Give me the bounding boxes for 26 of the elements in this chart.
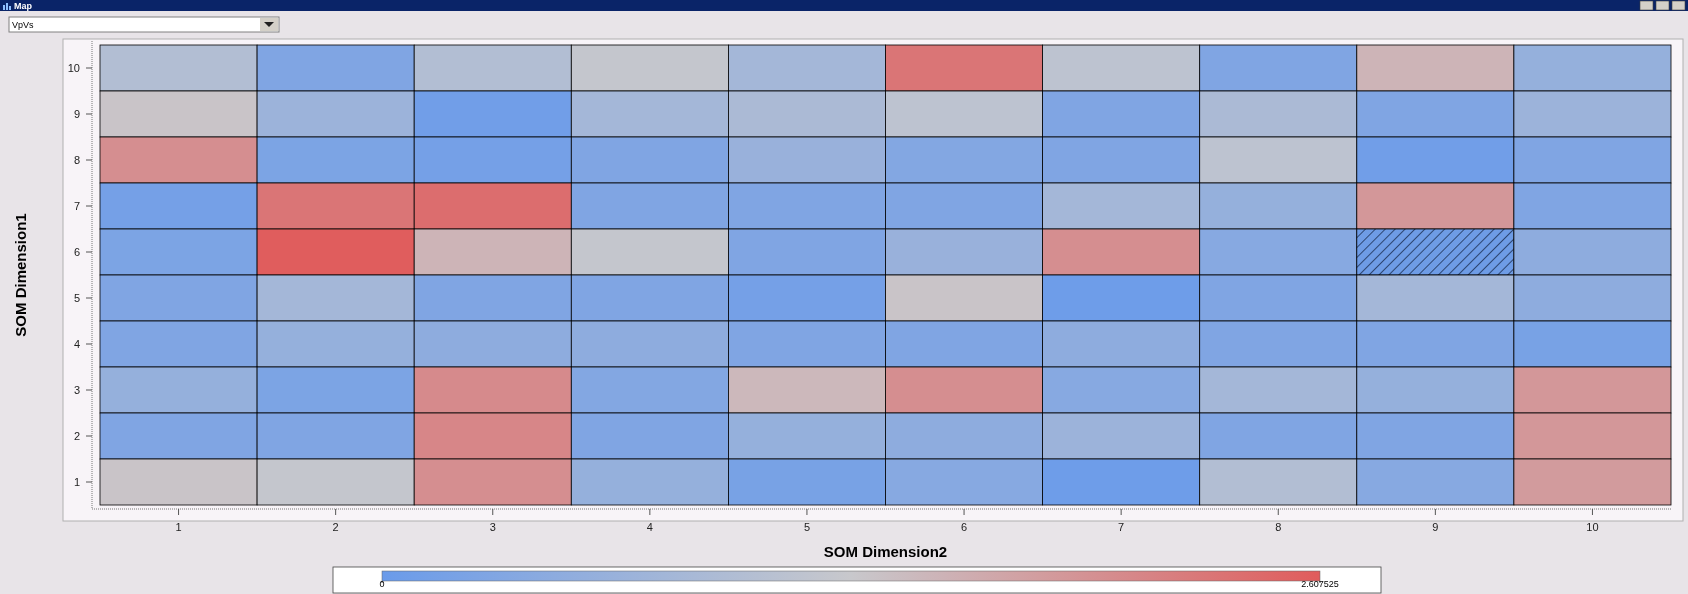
y-tick-label: 10 (67, 62, 80, 74)
color-bar-label: 0 (379, 579, 385, 589)
y-tick-label: 7 (73, 200, 80, 212)
x-tick-label: 8 (1275, 521, 1282, 533)
x-tick-label: 4 (646, 521, 653, 533)
text: Map (14, 1, 33, 11)
x-tick-label: 9 (1432, 521, 1439, 533)
x-axis-title: SOM Dimension2 (823, 543, 948, 560)
x-tick-label: 6 (960, 521, 968, 533)
y-tick-label: 3 (73, 384, 80, 396)
y-tick-label: 9 (73, 108, 80, 120)
x-tick-label: 1 (175, 521, 182, 533)
y-tick-label: 5 (73, 292, 80, 304)
y-tick-label: 1 (73, 476, 80, 488)
x-tick-label: 5 (803, 521, 811, 533)
text: VpVs (12, 20, 35, 30)
y-axis-title: SOM Dimension1 (12, 213, 29, 337)
y-tick-label: 6 (73, 246, 80, 258)
x-tick-label: 3 (489, 521, 496, 533)
color-bar-label: 2.607525 (1301, 579, 1339, 589)
y-tick-label: 4 (73, 338, 80, 350)
y-tick-label: 2 (73, 430, 80, 442)
x-tick-label: 10 (1586, 521, 1599, 533)
x-tick-label: 7 (1118, 521, 1125, 533)
x-tick-label: 2 (332, 521, 339, 533)
y-tick-label: 8 (73, 154, 80, 166)
